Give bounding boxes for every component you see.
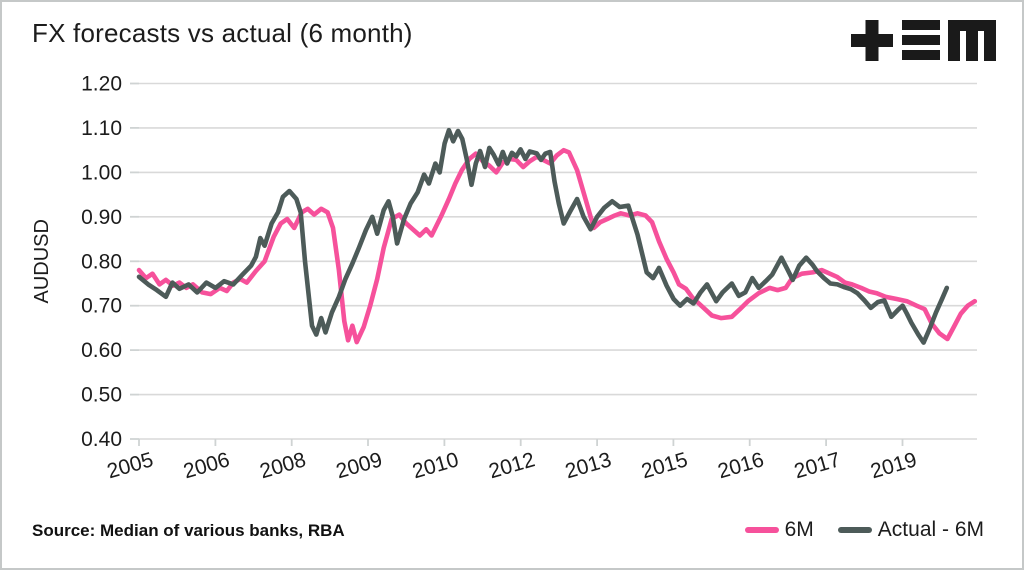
x-tick-label: 2005: [105, 448, 156, 483]
legend-item-actual-6m: Actual - 6M: [837, 518, 984, 542]
x-tick-label: 2016: [715, 448, 766, 483]
x-tick-label: 2015: [639, 448, 690, 483]
brand-logo: [851, 20, 996, 61]
x-tick-label: 2009: [334, 448, 385, 483]
legend-label-6m: 6M: [784, 518, 814, 541]
legend-item-6m: 6M: [744, 518, 814, 542]
m-glyph-icon: [948, 20, 996, 61]
y-tick-label: 1.10: [81, 117, 122, 140]
y-tick-label: 0.80: [81, 250, 122, 273]
series-line-6m: [136, 147, 978, 345]
legend: 6M Actual - 6M: [744, 518, 984, 542]
x-tick-label: 2006: [181, 448, 232, 483]
legend-swatch-6m: [744, 527, 779, 533]
series-line-actual-6m: [136, 127, 950, 345]
x-tick-label: 2013: [563, 448, 614, 483]
y-tick-label: 0.90: [81, 206, 122, 229]
x-tick-label: 2012: [486, 448, 537, 483]
x-tick-label: 2008: [257, 448, 308, 483]
x-tick-label: 2010: [410, 448, 461, 483]
y-tick-label: 0.40: [81, 428, 122, 451]
plus-icon: [851, 20, 893, 61]
x-tick-label: 2017: [792, 448, 843, 483]
y-axis-label: AUDUSD: [31, 219, 53, 303]
legend-swatch-actual-6m: [837, 527, 872, 533]
x-tick-label: 2019: [868, 448, 919, 483]
triple-bar-icon: [902, 20, 940, 60]
y-tick-label: 0.70: [81, 295, 122, 318]
y-tick-label: 1.20: [81, 73, 122, 96]
y-tick-label: 1.00: [81, 161, 122, 184]
y-tick-label: 0.60: [81, 339, 122, 362]
source-note: Source: Median of various banks, RBA: [32, 521, 345, 540]
chart-title: FX forecasts vs actual (6 month): [32, 18, 413, 48]
y-tick-label: 0.50: [81, 384, 122, 407]
legend-label-actual-6m: Actual - 6M: [877, 518, 984, 541]
